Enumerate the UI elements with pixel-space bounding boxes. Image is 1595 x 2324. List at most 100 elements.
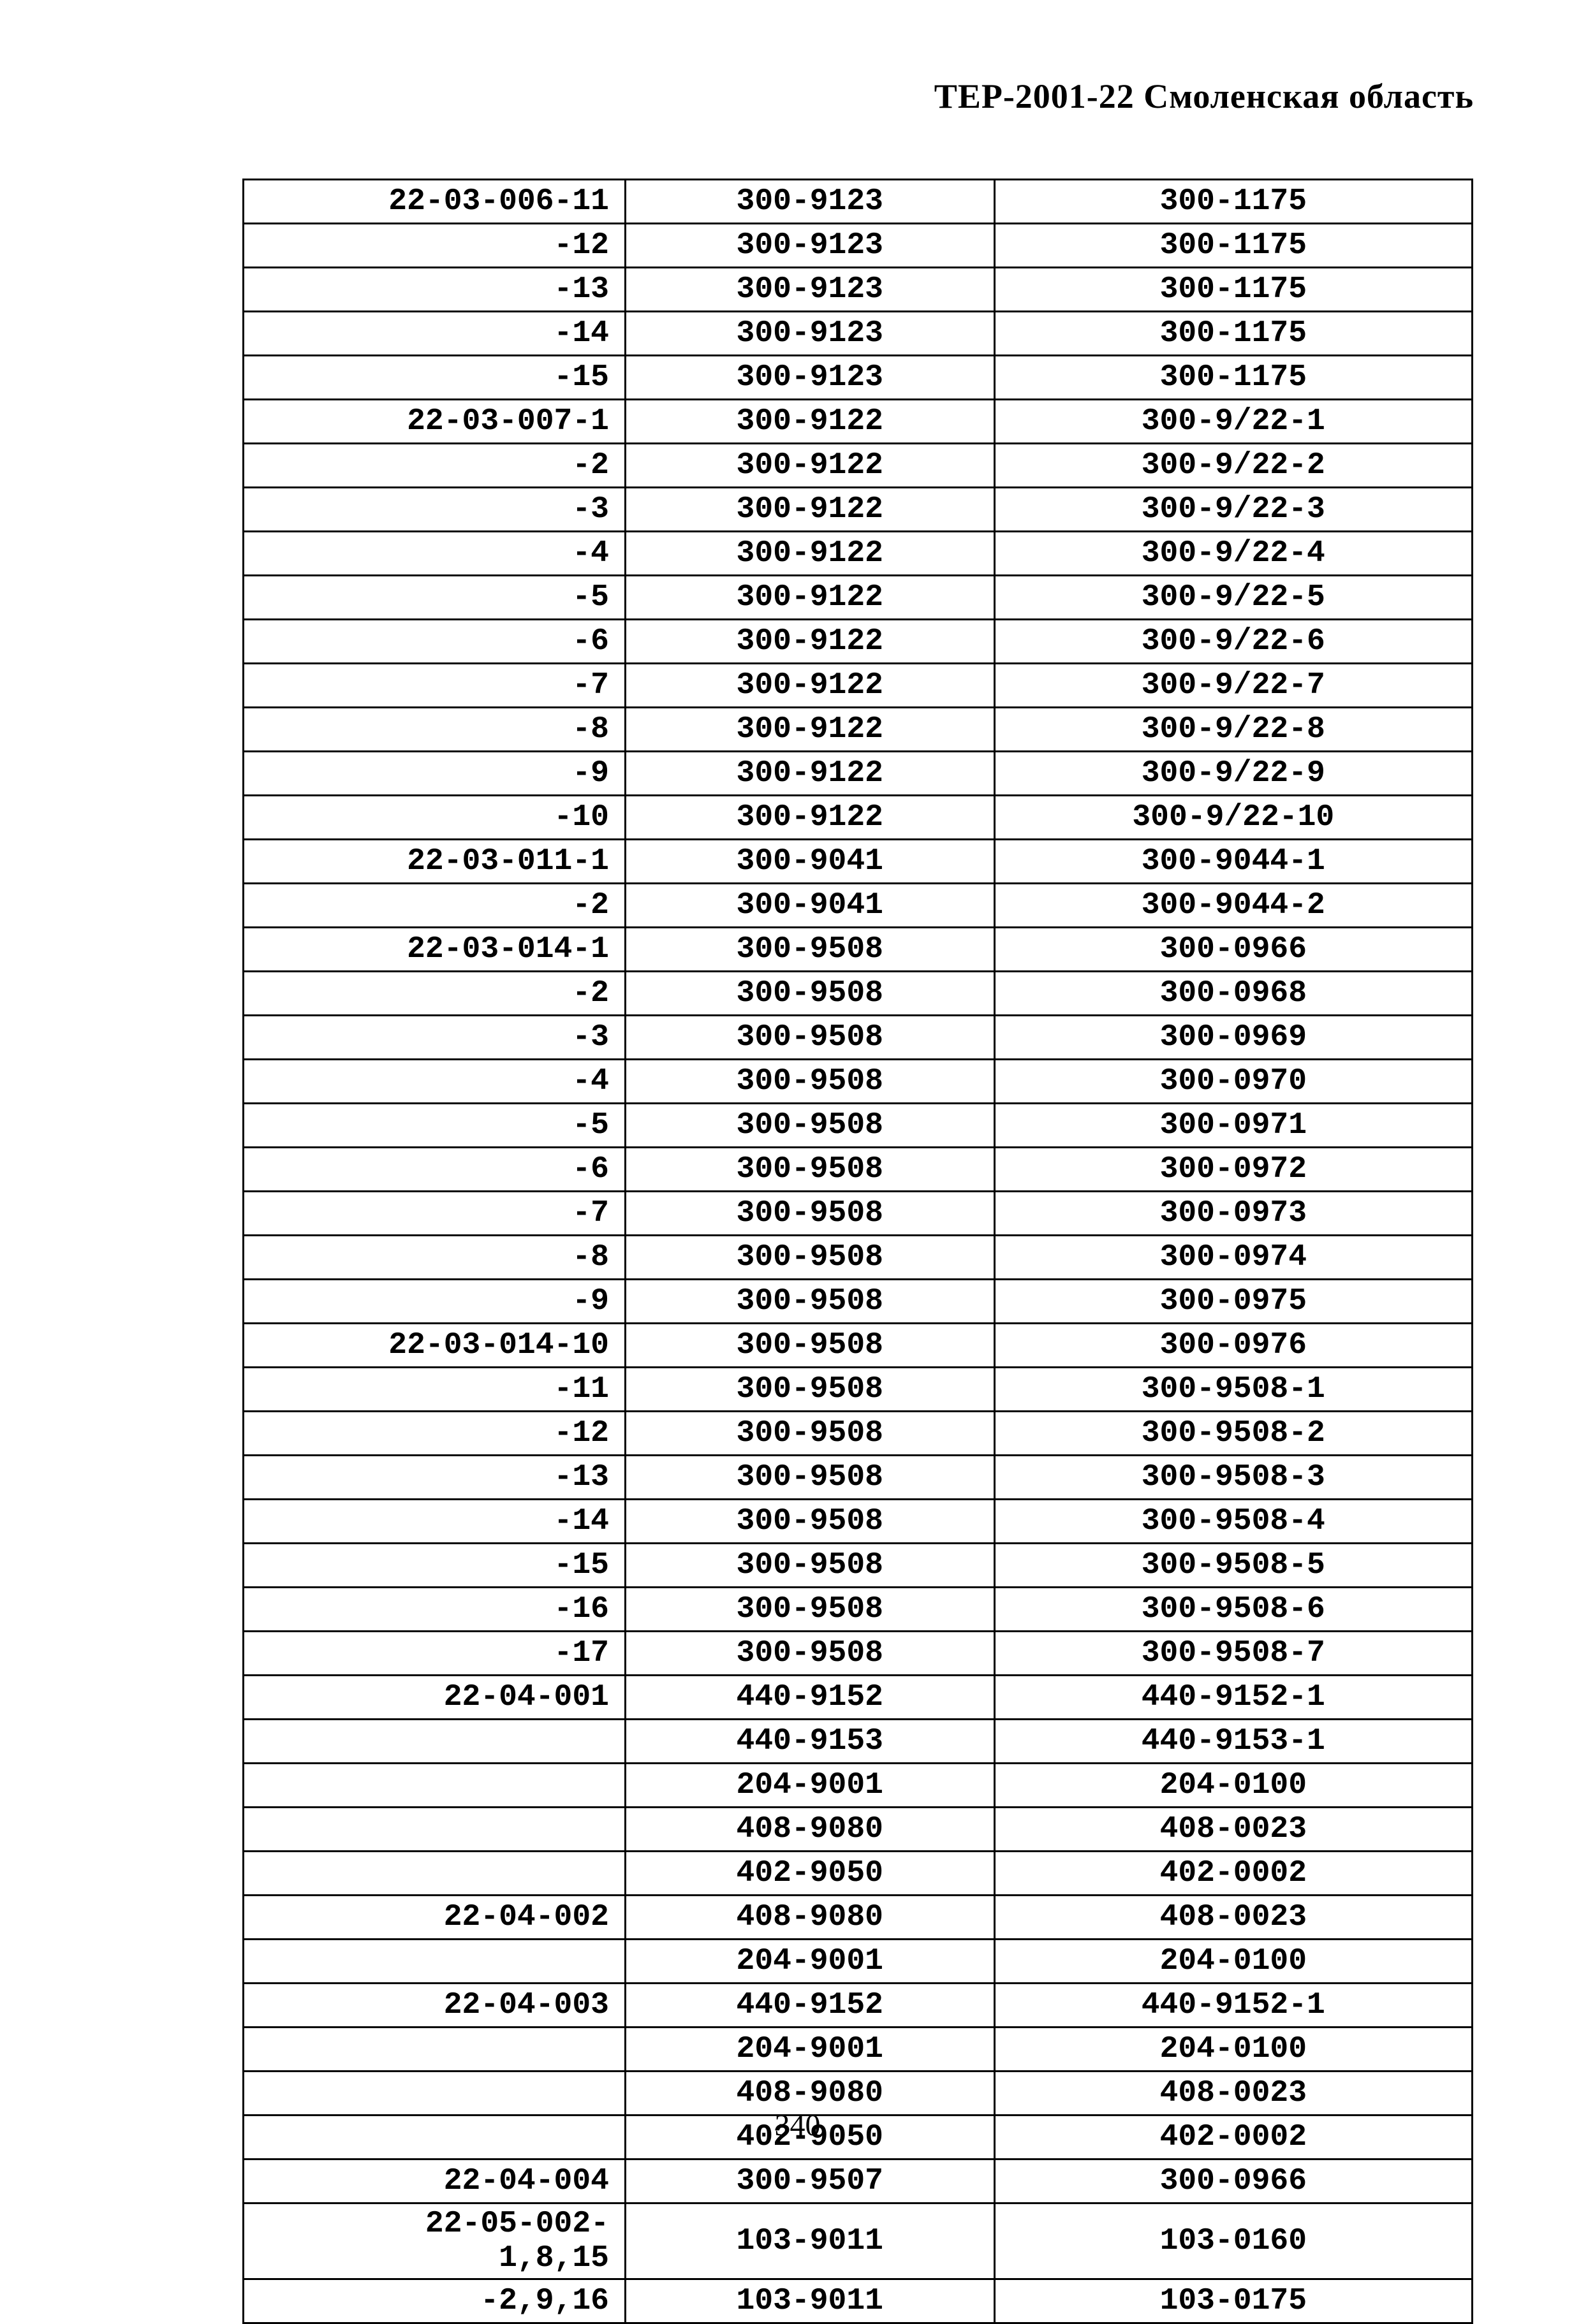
table-row: 22-04-004300-9507300-0966 — [244, 2160, 1473, 2203]
table-row: -2300-9508300-0968 — [244, 972, 1473, 1016]
cell-code: -11 — [244, 1368, 626, 1412]
cell-code: -8 — [244, 708, 626, 752]
cell-ref2: 300-0966 — [994, 2160, 1472, 2203]
table-row: 22-03-007-1300-9122300-9/22-1 — [244, 400, 1473, 444]
table-row: -11300-9508300-9508-1 — [244, 1368, 1473, 1412]
cell-ref1: 300-9122 — [625, 488, 994, 532]
table-row: -2,9,16103-9011103-0175 — [244, 2279, 1473, 2323]
cell-ref2: 300-0970 — [994, 1060, 1472, 1104]
cell-ref1: 300-9122 — [625, 532, 994, 576]
cell-ref2: 300-0966 — [994, 928, 1472, 972]
cell-ref2: 300-9508-3 — [994, 1456, 1472, 1500]
cell-code: 22-03-014-1 — [244, 928, 626, 972]
cell-ref2: 300-9/22-3 — [994, 488, 1472, 532]
table-row: 22-04-002408-9080408-0023 — [244, 1896, 1473, 1940]
cell-ref1: 300-9508 — [625, 1148, 994, 1192]
cell-code: -16 — [244, 1588, 626, 1632]
table-row: 22-04-003440-9152440-9152-1 — [244, 1984, 1473, 2028]
cell-ref2: 408-0023 — [994, 1808, 1472, 1852]
cell-code: -6 — [244, 620, 626, 664]
page-number: 340 — [0, 2108, 1595, 2143]
cell-ref2: 300-1175 — [994, 268, 1472, 312]
cell-ref2: 300-1175 — [994, 356, 1472, 400]
table-row: -4300-9508300-0970 — [244, 1060, 1473, 1104]
cell-ref1: 300-9508 — [625, 1104, 994, 1148]
cell-ref2: 300-9508-2 — [994, 1412, 1472, 1456]
cell-ref1: 300-9122 — [625, 576, 994, 620]
table-row: -10300-9122300-9/22-10 — [244, 796, 1473, 840]
table-row: -15300-9123300-1175 — [244, 356, 1473, 400]
cell-code: -7 — [244, 1192, 626, 1236]
cell-ref2: 300-9508-5 — [994, 1544, 1472, 1588]
table-row: 440-9153440-9153-1 — [244, 1720, 1473, 1764]
table-row: 22-03-011-1300-9041300-9044-1 — [244, 840, 1473, 884]
cell-code: 22-03-006-11 — [244, 180, 626, 224]
cell-code: -2 — [244, 972, 626, 1016]
cell-ref1: 300-9508 — [625, 1368, 994, 1412]
cell-code: -17 — [244, 1632, 626, 1676]
cell-code: -3 — [244, 488, 626, 532]
table-row: 402-9050402-0002 — [244, 1852, 1473, 1896]
cell-ref2: 300-0975 — [994, 1280, 1472, 1324]
table-row: 408-9080408-0023 — [244, 1808, 1473, 1852]
cell-ref2: 300-9044-1 — [994, 840, 1472, 884]
cell-ref2: 300-1175 — [994, 180, 1472, 224]
cell-ref1: 300-9122 — [625, 620, 994, 664]
table-row: -2300-9041300-9044-2 — [244, 884, 1473, 928]
cell-ref2: 300-1175 — [994, 312, 1472, 356]
cell-ref2: 300-9508-1 — [994, 1368, 1472, 1412]
codes-table: 22-03-006-11300-9123300-1175-12300-91233… — [242, 179, 1473, 2324]
table-row: -5300-9508300-0971 — [244, 1104, 1473, 1148]
table-row: -12300-9123300-1175 — [244, 224, 1473, 268]
cell-ref2: 440-9153-1 — [994, 1720, 1472, 1764]
cell-ref1: 440-9153 — [625, 1720, 994, 1764]
cell-ref2: 300-9508-4 — [994, 1500, 1472, 1544]
cell-code — [244, 1852, 626, 1896]
cell-ref1: 300-9508 — [625, 1060, 994, 1104]
cell-code: -13 — [244, 1456, 626, 1500]
cell-code: -9 — [244, 1280, 626, 1324]
cell-ref1: 300-9508 — [625, 928, 994, 972]
cell-ref1: 300-9508 — [625, 1500, 994, 1544]
cell-code: -5 — [244, 1104, 626, 1148]
cell-ref2: 300-9/22-1 — [994, 400, 1472, 444]
table-row: -6300-9122300-9/22-6 — [244, 620, 1473, 664]
cell-ref2: 204-0100 — [994, 1764, 1472, 1808]
cell-ref1: 300-9508 — [625, 972, 994, 1016]
cell-ref1: 300-9508 — [625, 1412, 994, 1456]
table-row: -14300-9123300-1175 — [244, 312, 1473, 356]
table-row: -3300-9122300-9/22-3 — [244, 488, 1473, 532]
cell-code: -14 — [244, 1500, 626, 1544]
cell-ref2: 300-9/22-6 — [994, 620, 1472, 664]
table-row: -4300-9122300-9/22-4 — [244, 532, 1473, 576]
cell-ref2: 300-9/22-5 — [994, 576, 1472, 620]
cell-ref1: 300-9123 — [625, 312, 994, 356]
page: ТЕР-2001-22 Смоленская область 22-03-006… — [0, 0, 1595, 2245]
cell-ref1: 408-9080 — [625, 1808, 994, 1852]
table-row: -13300-9123300-1175 — [244, 268, 1473, 312]
cell-ref2: 300-9/22-10 — [994, 796, 1472, 840]
cell-code: -15 — [244, 1544, 626, 1588]
cell-code: -12 — [244, 224, 626, 268]
cell-ref2: 300-0969 — [994, 1016, 1472, 1060]
cell-code: -2,9,16 — [244, 2279, 626, 2323]
cell-ref1: 300-9122 — [625, 664, 994, 708]
cell-ref2: 300-1175 — [994, 224, 1472, 268]
cell-ref2: 300-0968 — [994, 972, 1472, 1016]
table-row: -8300-9508300-0974 — [244, 1236, 1473, 1280]
cell-ref2: 300-0976 — [994, 1324, 1472, 1368]
table-row: -14300-9508300-9508-4 — [244, 1500, 1473, 1544]
cell-code: 22-04-003 — [244, 1984, 626, 2028]
cell-code: -12 — [244, 1412, 626, 1456]
table-row: -15300-9508300-9508-5 — [244, 1544, 1473, 1588]
cell-ref2: 440-9152-1 — [994, 1676, 1472, 1720]
cell-ref1: 300-9123 — [625, 356, 994, 400]
cell-ref1: 402-9050 — [625, 1852, 994, 1896]
cell-ref1: 440-9152 — [625, 1984, 994, 2028]
cell-code: -2 — [244, 444, 626, 488]
cell-ref1: 300-9508 — [625, 1192, 994, 1236]
cell-code: -14 — [244, 312, 626, 356]
cell-ref1: 300-9508 — [625, 1016, 994, 1060]
table-row: -3300-9508300-0969 — [244, 1016, 1473, 1060]
cell-ref2: 204-0100 — [994, 1940, 1472, 1984]
